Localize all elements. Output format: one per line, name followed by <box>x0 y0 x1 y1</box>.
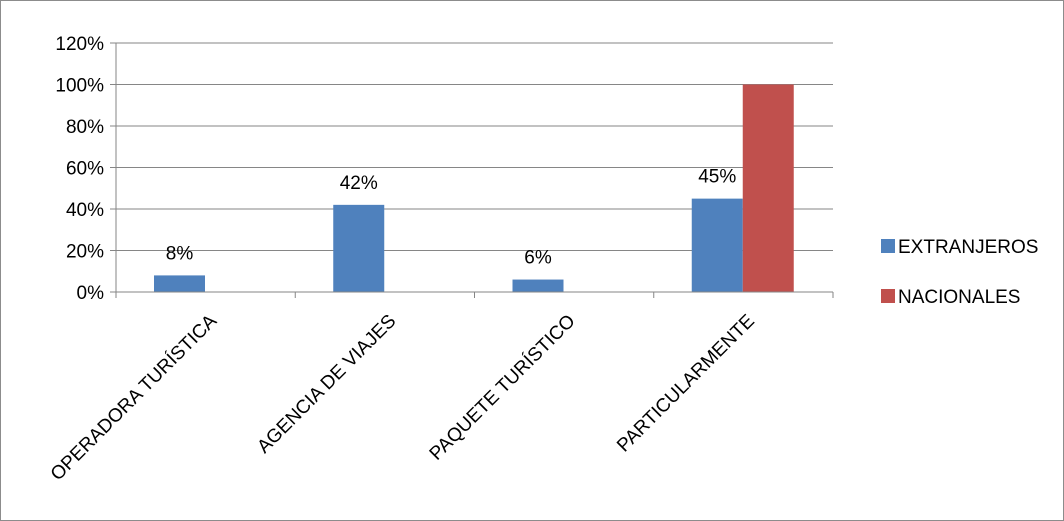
legend: EXTRANJEROS NACIONALES <box>881 237 1038 308</box>
y-tick-label: 40% <box>66 200 104 221</box>
y-tick-label: 80% <box>66 117 104 138</box>
legend-label-extranjeros: EXTRANJEROS <box>898 237 1038 258</box>
legend-swatch-extranjeros <box>881 239 895 253</box>
y-tick-label: 0% <box>77 283 105 304</box>
bar-extranjeros-1 <box>154 275 205 292</box>
legend-swatch-nacionales <box>881 289 895 303</box>
data-label: 6% <box>524 248 552 269</box>
axes <box>110 42 834 298</box>
data-label: 45% <box>698 167 736 188</box>
category-label: AGENCIA DE VIAJES <box>253 311 400 458</box>
data-labels: 8% 42% 6% 45% <box>166 167 737 269</box>
data-label: 42% <box>340 173 378 194</box>
data-label: 8% <box>166 243 194 264</box>
y-tick-labels: 0% 20% 40% 60% 80% 100% 120% <box>55 34 104 304</box>
bar-extranjeros-3 <box>512 279 564 292</box>
x-category-labels: OPERADORA TURÍSTICA AGENCIA DE VIAJES PAQU… <box>47 310 759 485</box>
y-tick-label: 20% <box>66 242 104 263</box>
category-label: PAQUETE TURÍSTICO <box>426 311 580 465</box>
legend-label-nacionales: NACIONALES <box>898 287 1020 308</box>
category-label: PARTICULARMENTE <box>613 311 759 457</box>
y-tick-label: 100% <box>55 76 104 97</box>
bar-extranjeros-4 <box>691 198 743 292</box>
bars <box>154 84 794 292</box>
bar-extranjeros-2 <box>333 204 385 292</box>
y-tick-label: 120% <box>55 34 104 55</box>
category-label: OPERADORA TURÍSTICA <box>47 310 222 485</box>
bar-nacionales-4 <box>742 84 794 292</box>
y-tick-label: 60% <box>66 159 104 180</box>
